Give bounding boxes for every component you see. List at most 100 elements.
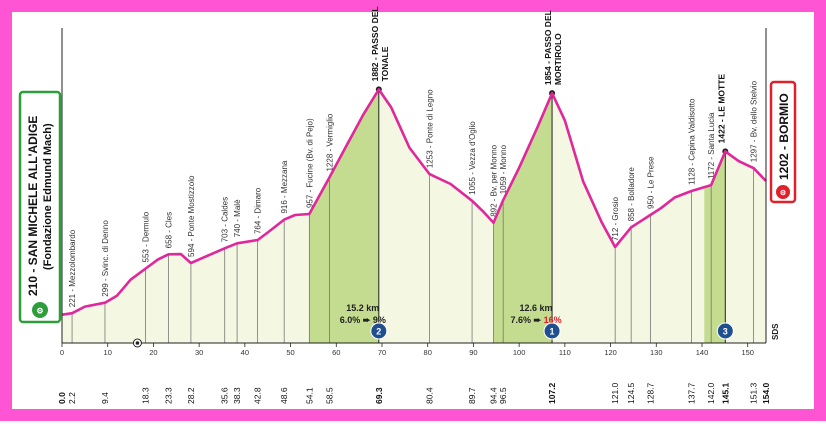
km-label: 145.1: [720, 382, 730, 404]
x-tick-label: 100: [513, 348, 526, 357]
x-tick-label: 0: [60, 348, 64, 357]
climb-gradient: 7.6% ➨ 16%: [511, 315, 562, 325]
climb-category-label: 2: [376, 327, 381, 337]
km-label: 18.3: [141, 387, 151, 404]
climb-category-badge: [370, 322, 388, 340]
place-label: 892 - Bv. per Monno: [490, 144, 499, 216]
km-label: 69.3: [374, 387, 384, 404]
climb-distance: 12.6 km: [520, 303, 553, 313]
climb-max-gradient: 16%: [544, 315, 562, 325]
place-label: 764 - Dimaro: [254, 187, 263, 234]
place-label: 594 - Ponte Mostizzolo: [187, 175, 196, 257]
side-label: SDS: [771, 323, 780, 340]
place-label: 1253 - Ponte di Legno: [426, 89, 435, 168]
x-tick-label: 60: [332, 348, 340, 357]
sprint-marker-dot: [135, 341, 140, 345]
x-tick-label: 50: [286, 348, 294, 357]
start-subtitle: (Fondazione Edmund Mach): [42, 123, 54, 270]
climb-category-badge: [543, 322, 561, 340]
place-label: 740 - Malè: [233, 199, 242, 237]
place-label: 712 - Grosio: [611, 196, 620, 241]
place-label: 221 - Mezzolombardo: [68, 229, 77, 307]
x-tick-label: 70: [378, 348, 386, 357]
x-tick-label: 80: [424, 348, 432, 357]
profile-line: [61, 88, 767, 316]
finish-bike-badge: [776, 185, 790, 199]
climb-avg-gradient: 6.0% ➨: [340, 315, 373, 325]
km-label: 142.0: [706, 382, 716, 404]
bike-icon: ⚙: [780, 189, 786, 197]
climb-zone-1: [309, 89, 379, 344]
summit-label: 1854 - PASSO DEL: [543, 10, 553, 85]
km-label: 54.1: [304, 387, 314, 404]
place-label: 950 - Le Prese: [646, 156, 655, 209]
km-label: 151.3: [749, 382, 759, 404]
x-tick-label: 140: [696, 348, 709, 357]
km-label: 137.7: [686, 382, 696, 404]
place-label: 1172 - Santa Lucia: [707, 112, 716, 179]
x-tick-label: 150: [741, 348, 754, 357]
x-tick-label: 130: [650, 348, 663, 357]
climb-zone-3: [704, 151, 726, 343]
place-label: 299 - Svinc. di Denno: [101, 220, 110, 297]
summit-label-line2: TONALE: [380, 46, 390, 81]
start-box: [18, 90, 62, 324]
place-label: 957 - Fucine (Bv. di Pejo): [305, 118, 314, 208]
x-tick-label: 40: [241, 348, 249, 357]
place-label: 1059 - Monno: [499, 144, 508, 194]
km-label: 48.6: [279, 387, 289, 404]
climb-distance: 15.2 km: [346, 303, 379, 313]
place-label: 553 - Dermulo: [142, 211, 151, 262]
climb-zone-2: [493, 93, 553, 343]
place-label: 1297 - Bv. dello Stelvio: [750, 80, 759, 162]
place-label: 1228 - Vermiglio: [325, 113, 334, 171]
finish-title: 1202 - BORMIO: [777, 93, 791, 180]
km-label: 96.5: [498, 387, 508, 404]
km-label: 89.7: [467, 387, 477, 404]
place-label: 703 - Caldes: [221, 197, 230, 242]
x-tick-label: 10: [104, 348, 112, 357]
profile-area: [62, 89, 766, 344]
summit-label: 1882 - PASSO DEL: [370, 6, 380, 81]
km-label: 2.2: [67, 392, 77, 404]
km-label: 35.6: [220, 387, 230, 404]
km-label: 42.8: [253, 387, 263, 404]
km-label: 38.3: [232, 387, 242, 404]
start-bike-badge: [32, 302, 48, 318]
km-label: 128.7: [645, 382, 655, 404]
km-label: 0.0: [57, 392, 67, 404]
km-label: 154.0: [761, 382, 771, 404]
bike-icon: ⚙: [36, 307, 43, 316]
climb-category-label: 3: [723, 327, 728, 337]
climb-max-gradient: 9%: [373, 315, 386, 325]
x-tick-label: 110: [559, 348, 571, 357]
km-label: 124.5: [626, 382, 636, 404]
x-tick-label: 120: [604, 348, 617, 357]
place-label: 1128 - Cepina Valdisotto: [687, 98, 696, 185]
km-label: 58.5: [324, 387, 334, 404]
km-label: 23.3: [164, 387, 174, 404]
x-tick-label: 20: [149, 348, 157, 357]
km-label: 9.4: [100, 392, 110, 404]
start-title: 210 - SAN MICHELE ALL'ADIGE: [26, 116, 40, 296]
climb-category-badge: [716, 322, 734, 340]
km-label: 121.0: [610, 382, 620, 404]
km-label: 94.4: [489, 387, 499, 404]
climb-gradient: 6.0% ➨ 9%: [340, 315, 386, 325]
summit-label-line2: MORTIROLO: [553, 33, 563, 85]
km-label: 107.2: [547, 382, 557, 404]
x-tick-label: 90: [469, 348, 477, 357]
climb-avg-gradient: 7.6% ➨: [511, 315, 544, 325]
place-label: 916 - Mezzana: [280, 160, 289, 213]
summit-label: 1422 - LE MOTTE: [716, 74, 726, 144]
km-label: 80.4: [425, 387, 435, 404]
finish-box: [769, 80, 797, 204]
climb-category-label: 1: [550, 327, 555, 337]
x-tick-label: 30: [195, 348, 203, 357]
place-label: 1055 - Vezza d'Oglio: [468, 121, 477, 195]
place-label: 858 - Bolladore: [627, 167, 636, 222]
place-label: 658 - Cles: [165, 212, 174, 248]
km-label: 28.2: [186, 387, 196, 404]
